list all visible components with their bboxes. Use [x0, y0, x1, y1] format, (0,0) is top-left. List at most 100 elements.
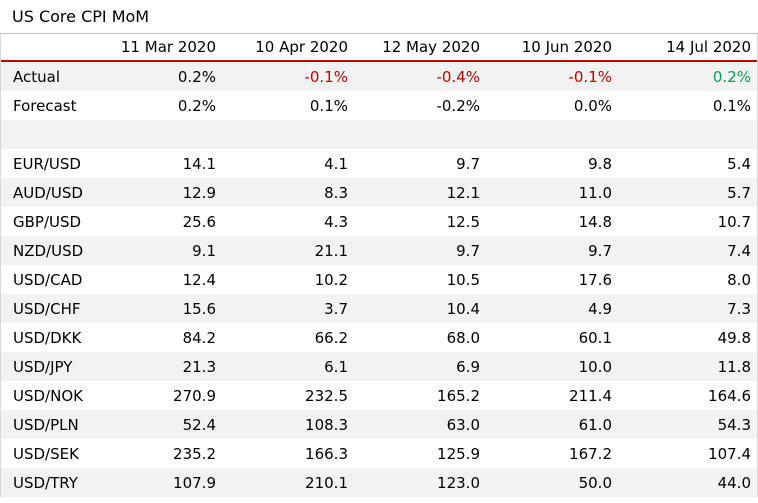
column-header: 12 May 2020 [354, 34, 486, 62]
pair-value: 210.1 [222, 468, 354, 497]
pair-value: 11.0 [486, 178, 618, 207]
pair-value: 12.9 [97, 178, 222, 207]
pair-value: 165.2 [354, 381, 486, 410]
actual-value: -0.4% [354, 61, 486, 91]
pair-value: 66.2 [222, 323, 354, 352]
pair-value: 11.8 [618, 352, 757, 381]
forecast-value: 0.1% [618, 91, 757, 120]
pair-label: USD/TRY [1, 468, 97, 497]
spacer-cell [618, 120, 757, 149]
pair-value: 63.0 [354, 410, 486, 439]
pair-label: USD/CHF [1, 294, 97, 323]
pair-label: USD/DKK [1, 323, 97, 352]
pair-value: 7.4 [618, 236, 757, 265]
pair-value: 6.1 [222, 352, 354, 381]
pair-label: NZD/USD [1, 236, 97, 265]
pair-value: 10.7 [618, 207, 757, 236]
spacer-cell [1, 120, 97, 149]
column-header: 10 Jun 2020 [486, 34, 618, 62]
pair-value: 4.1 [222, 149, 354, 178]
pair-value: 6.9 [354, 352, 486, 381]
pair-value: 107.9 [97, 468, 222, 497]
pair-value: 3.7 [222, 294, 354, 323]
spacer-cell [354, 120, 486, 149]
pair-label: USD/CAD [1, 265, 97, 294]
spacer-cell [222, 120, 354, 149]
pair-value: 164.6 [618, 381, 757, 410]
pair-value: 166.3 [222, 439, 354, 468]
pair-value: 4.9 [486, 294, 618, 323]
table-row: USD/PLN 52.4 108.3 63.0 61.0 54.3 [1, 410, 757, 439]
pair-value: 4.3 [222, 207, 354, 236]
table-row: NZD/USD 9.1 21.1 9.7 9.7 7.4 [1, 236, 757, 265]
pair-value: 9.1 [97, 236, 222, 265]
table-row: GBP/USD 25.6 4.3 12.5 14.8 10.7 [1, 207, 757, 236]
pair-value: 10.5 [354, 265, 486, 294]
column-header: 10 Apr 2020 [222, 34, 354, 62]
pair-value: 8.0 [618, 265, 757, 294]
header-label-cell [1, 34, 97, 62]
pair-value: 61.0 [486, 410, 618, 439]
pair-value: 107.4 [618, 439, 757, 468]
pair-value: 52.4 [97, 410, 222, 439]
row-label: Forecast [1, 91, 97, 120]
pair-value: 235.2 [97, 439, 222, 468]
pair-value: 54.3 [618, 410, 757, 439]
table-row: USD/JPY 21.3 6.1 6.9 10.0 11.8 [1, 352, 757, 381]
pair-value: 7.3 [618, 294, 757, 323]
table-row: USD/SEK 235.2 166.3 125.9 167.2 107.4 [1, 439, 757, 468]
pair-value: 60.1 [486, 323, 618, 352]
pair-value: 270.9 [97, 381, 222, 410]
pair-value: 49.8 [618, 323, 757, 352]
spacer-row [1, 120, 757, 149]
forecast-value: 0.0% [486, 91, 618, 120]
pair-value: 108.3 [222, 410, 354, 439]
pair-value: 123.0 [354, 468, 486, 497]
actual-row: Actual 0.2% -0.1% -0.4% -0.1% 0.2% [1, 61, 757, 91]
page-title: US Core CPI MoM [0, 0, 758, 33]
pair-value: 5.7 [618, 178, 757, 207]
pair-value: 10.4 [354, 294, 486, 323]
header-row: 11 Mar 2020 10 Apr 2020 12 May 2020 10 J… [1, 34, 757, 62]
data-table-container: 11 Mar 2020 10 Apr 2020 12 May 2020 10 J… [0, 33, 758, 497]
pair-label: USD/PLN [1, 410, 97, 439]
spacer-cell [97, 120, 222, 149]
actual-value: 0.2% [618, 61, 757, 91]
pair-value: 10.0 [486, 352, 618, 381]
table-row: AUD/USD 12.9 8.3 12.1 11.0 5.7 [1, 178, 757, 207]
actual-value: -0.1% [222, 61, 354, 91]
pair-value: 9.7 [354, 236, 486, 265]
pair-value: 167.2 [486, 439, 618, 468]
pair-value: 25.6 [97, 207, 222, 236]
pair-value: 50.0 [486, 468, 618, 497]
pair-value: 8.3 [222, 178, 354, 207]
pair-value: 5.4 [618, 149, 757, 178]
forecast-value: -0.2% [354, 91, 486, 120]
column-header: 11 Mar 2020 [97, 34, 222, 62]
column-header: 14 Jul 2020 [618, 34, 757, 62]
cpi-table: 11 Mar 2020 10 Apr 2020 12 May 2020 10 J… [1, 34, 757, 497]
pair-label: GBP/USD [1, 207, 97, 236]
forecast-row: Forecast 0.2% 0.1% -0.2% 0.0% 0.1% [1, 91, 757, 120]
actual-value: -0.1% [486, 61, 618, 91]
pair-value: 9.8 [486, 149, 618, 178]
pair-label: EUR/USD [1, 149, 97, 178]
table-row: EUR/USD 14.1 4.1 9.7 9.8 5.4 [1, 149, 757, 178]
forecast-value: 0.1% [222, 91, 354, 120]
pair-value: 14.1 [97, 149, 222, 178]
pair-value: 84.2 [97, 323, 222, 352]
pair-value: 15.6 [97, 294, 222, 323]
pair-label: USD/SEK [1, 439, 97, 468]
table-row: USD/DKK 84.2 66.2 68.0 60.1 49.8 [1, 323, 757, 352]
table-row: USD/TRY 107.9 210.1 123.0 50.0 44.0 [1, 468, 757, 497]
pair-value: 125.9 [354, 439, 486, 468]
pair-value: 10.2 [222, 265, 354, 294]
pair-value: 17.6 [486, 265, 618, 294]
pair-label: USD/JPY [1, 352, 97, 381]
pair-value: 12.4 [97, 265, 222, 294]
pair-value: 9.7 [354, 149, 486, 178]
pair-value: 211.4 [486, 381, 618, 410]
row-label: Actual [1, 61, 97, 91]
table-row: USD/NOK 270.9 232.5 165.2 211.4 164.6 [1, 381, 757, 410]
pair-value: 12.5 [354, 207, 486, 236]
